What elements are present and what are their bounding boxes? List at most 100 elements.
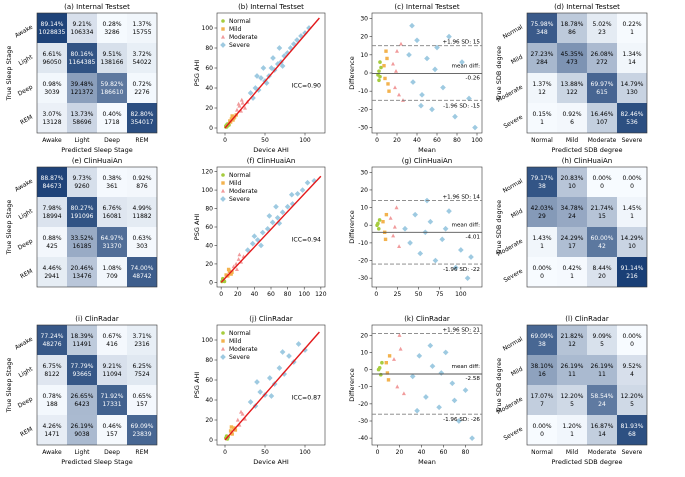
heatmap-cell	[617, 167, 647, 197]
cell-percent: 1.20%	[562, 423, 581, 430]
data-point-normal	[378, 60, 382, 64]
cell-percent: 9.21%	[102, 363, 121, 370]
heatmap-cell	[527, 355, 557, 385]
heatmap-cell	[587, 73, 617, 103]
panel-title: (i) ClinRadar	[75, 315, 119, 323]
cell-count: 7	[540, 401, 544, 408]
cell-count: 0	[540, 431, 544, 438]
x-axis-label: Predicted Sleep Stage	[61, 146, 132, 154]
cell-percent: 4.46%	[42, 265, 61, 272]
data-point-moderate	[394, 68, 398, 73]
heatmap-cell	[67, 325, 97, 355]
cell-percent: 75.98%	[531, 21, 554, 28]
y-tick-label: 0	[209, 279, 213, 286]
data-point-severe	[279, 349, 286, 355]
legend-marker	[220, 196, 226, 202]
data-point-severe	[472, 124, 478, 131]
cell-percent: 0.42%	[562, 265, 581, 272]
heatmap-cell	[37, 227, 67, 257]
x-tick-label: 40	[418, 449, 426, 456]
mean-diff-label: mean diff:	[452, 222, 481, 228]
x-tick-label: 80	[284, 291, 292, 298]
cell-percent: 69.97%	[591, 81, 614, 88]
data-point-moderate	[399, 41, 403, 46]
data-point-severe	[295, 341, 302, 347]
heatmap-cell	[557, 43, 587, 73]
cell-count: 17331	[102, 401, 121, 408]
x-tick-label: 0	[223, 137, 227, 144]
data-point-severe	[442, 225, 449, 232]
data-point-mild	[385, 56, 389, 61]
heatmap-cell	[67, 13, 97, 43]
cell-percent: 0.88%	[42, 235, 61, 242]
panel-title: (e) ClinHuaiAn	[72, 157, 122, 165]
heatmap-cell	[37, 325, 67, 355]
mean-diff-label: mean diff:	[452, 364, 481, 370]
heatmap-cell	[67, 103, 97, 133]
cell-count: 86	[568, 29, 576, 36]
data-point-moderate	[239, 108, 243, 113]
data-point-severe	[451, 397, 458, 404]
y-tick-label: Normal	[502, 178, 525, 195]
cell-count: 11491	[72, 341, 91, 348]
data-point-mild	[387, 89, 391, 93]
x-axis-label: Mean	[418, 146, 436, 154]
y-tick-label: 10	[360, 349, 368, 356]
data-point-severe	[456, 418, 462, 424]
data-point-mild	[381, 220, 385, 224]
x-tick-label: 100	[299, 137, 311, 144]
heatmap-cell	[527, 325, 557, 355]
y-tick-label: Light	[18, 53, 35, 67]
cell-count: 29	[538, 213, 546, 220]
cell-percent: 6.76%	[102, 205, 121, 212]
data-point-severe	[409, 373, 416, 380]
icc-annotation: ICC=0.87	[292, 394, 321, 401]
cell-count: 1471	[44, 431, 59, 438]
cell-count: 13128	[42, 119, 61, 126]
x-tick-label: 60	[440, 449, 448, 456]
heatmap-cell	[557, 257, 587, 287]
cell-percent: 0.46%	[102, 423, 121, 430]
x-tick-label: 50	[415, 291, 423, 298]
cell-count: 6	[570, 119, 574, 126]
data-point-severe	[427, 218, 434, 225]
y-axis-label: PSG AHI	[193, 372, 201, 398]
data-point-normal	[379, 372, 383, 377]
cell-count: 1	[630, 29, 634, 36]
data-point-severe	[423, 394, 429, 400]
heatmap-cell	[97, 73, 127, 103]
data-point-severe	[429, 363, 436, 369]
legend-marker	[221, 346, 225, 351]
data-point-severe	[414, 407, 420, 414]
cell-percent: 0.00%	[622, 175, 641, 182]
cell-percent: 0.92%	[132, 175, 151, 182]
cell-count: 31370	[102, 243, 121, 250]
legend-label: Severe	[229, 354, 250, 361]
cell-percent: 74.00%	[131, 265, 154, 272]
heatmap-cell	[557, 73, 587, 103]
heatmap-cell	[67, 43, 97, 73]
legend-marker	[221, 27, 225, 31]
heatmap-cell	[557, 227, 587, 257]
cell-count: 93665	[72, 371, 91, 378]
data-point-severe	[266, 213, 273, 219]
y-tick-label: Mild	[510, 54, 524, 66]
x-axis-label: Predicted SDB degree	[551, 458, 622, 466]
data-point-severe	[294, 190, 301, 197]
y-tick-label: REM	[19, 268, 34, 281]
heatmap-a: (a) Internal Testset 89.14%1028835 9.21%10…	[5, 3, 158, 154]
cell-count: 106334	[71, 29, 94, 36]
cell-percent: 13.88%	[561, 81, 584, 88]
scatter-b: (b) Internal Testset 0 50 100 0 20 40 60 80 100 IC…	[193, 3, 326, 154]
y-tick-label: Deep	[17, 238, 34, 252]
heatmap-cell	[67, 197, 97, 227]
cell-count: 5	[600, 341, 604, 348]
scatter-j: (j) ClinRadar 0 50 100 0 20 40 60 80 100 ICC=0.87 N…	[193, 315, 326, 466]
cell-count: 0	[630, 341, 634, 348]
cell-percent: 0.63%	[132, 235, 151, 242]
heatmap-cell	[527, 197, 557, 227]
data-point-moderate	[392, 224, 397, 229]
cell-count: 6423	[74, 401, 89, 408]
cell-count: 0	[600, 183, 604, 190]
